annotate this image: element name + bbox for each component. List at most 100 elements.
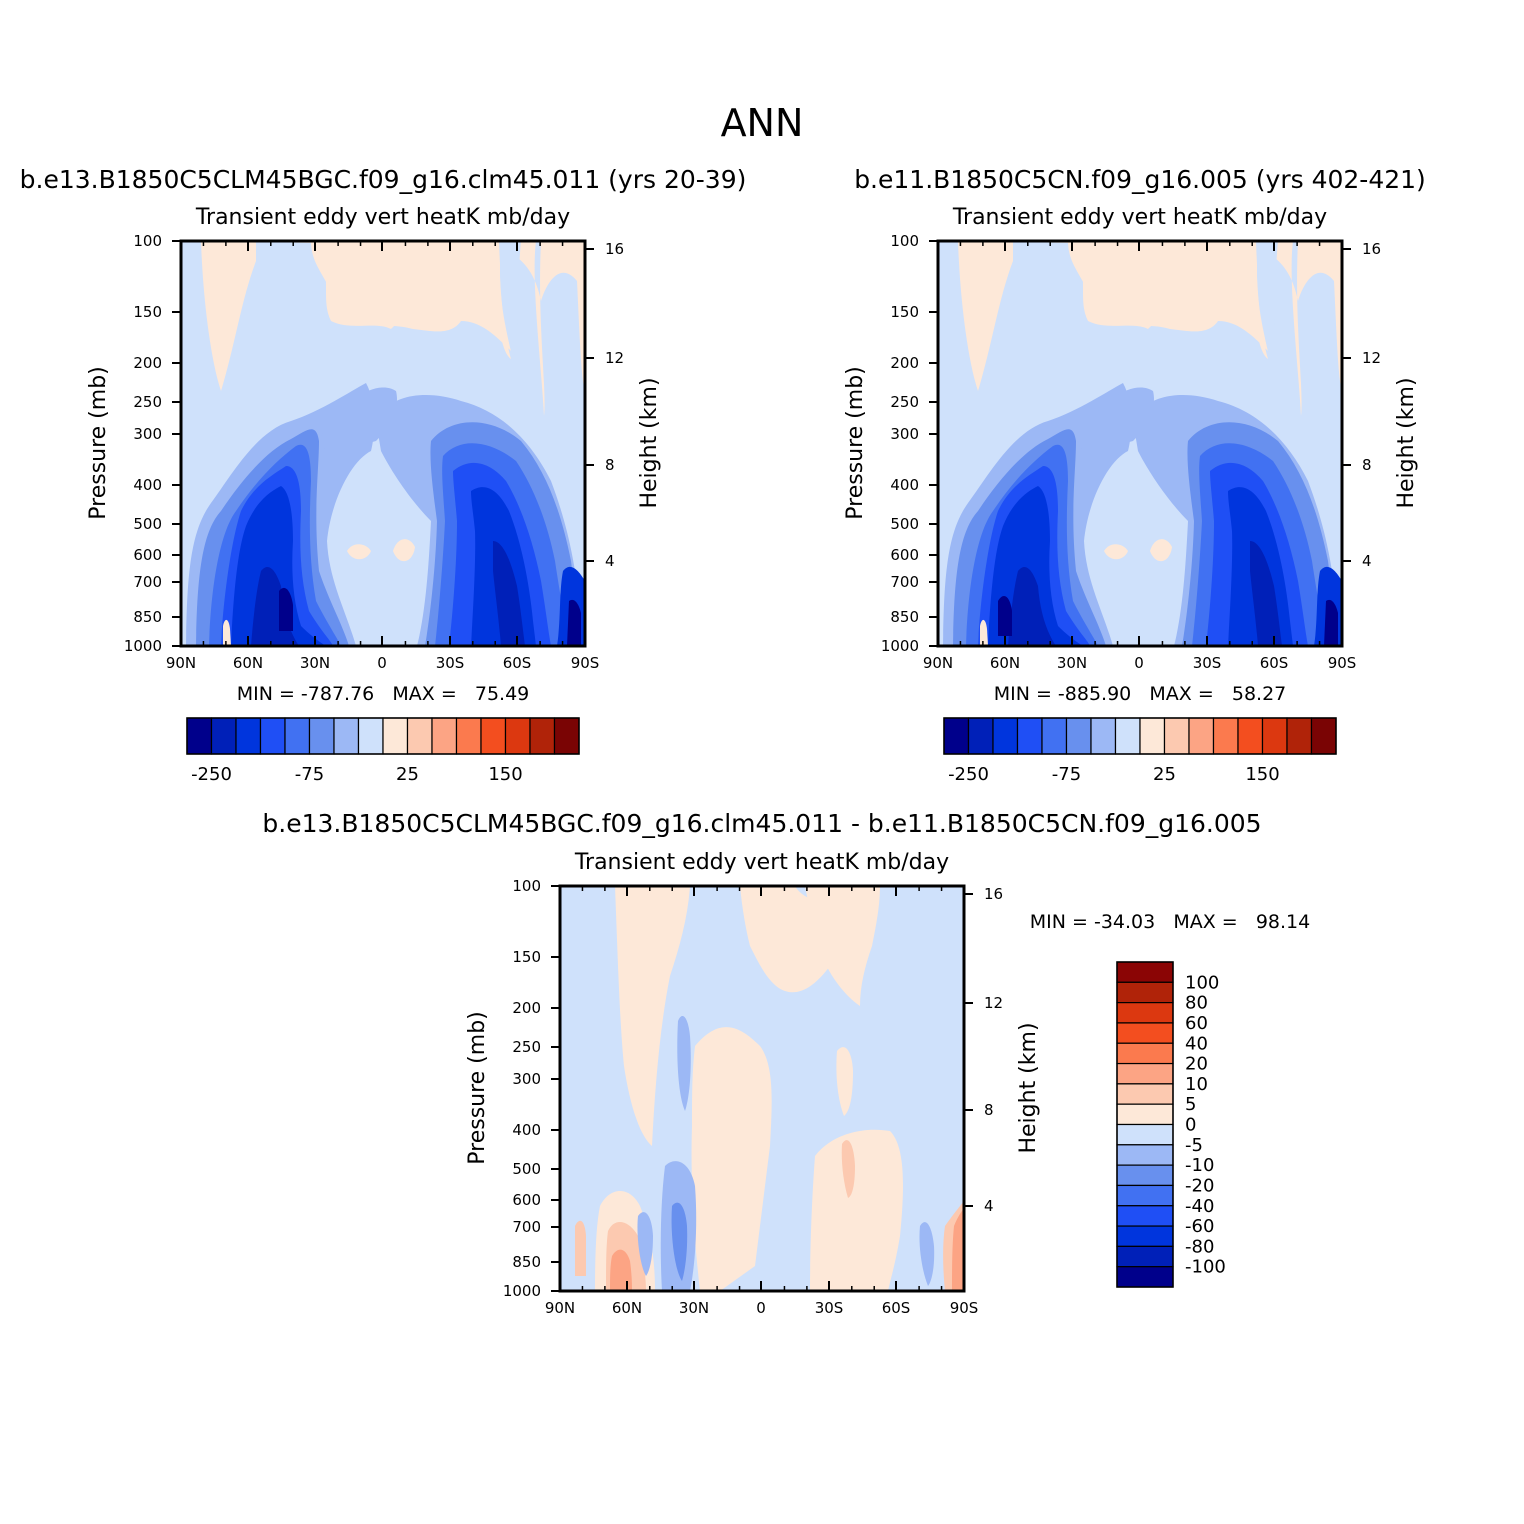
x-tick-label: 90S [1328,654,1357,672]
band-subtropical [1078,387,1154,471]
y-tick-label: 850 [512,1253,541,1271]
y-tick-label: 300 [890,425,919,443]
colorbar-label: 25 [1153,764,1176,785]
band-nh-surface-positive [223,619,231,646]
colorbar-box [235,717,262,755]
y-tick-label: 150 [890,303,919,321]
panel-left: b.e13.B1850C5CLM45BGC.f09_g16.clm45.011 … [20,165,747,785]
colorbar-box [553,717,580,755]
x-tick-label: 30S [1193,654,1222,672]
y-right-tick-label: 8 [1362,456,1372,474]
colorbar-label: -250 [191,764,232,785]
y-tick-label: 1000 [503,1282,541,1300]
x-tick-label: 90S [571,654,600,672]
y-tick-label: 700 [133,573,162,591]
colorbar-box [308,717,335,755]
colorbar-label: 25 [396,764,419,785]
colorbar-box [1116,1205,1174,1227]
y-tick-label: 100 [890,232,919,250]
y-tick-label: 150 [133,303,162,321]
y-right-tick-label: 4 [605,552,615,570]
x-tick-label: 60S [1260,654,1289,672]
colorbar-box [1310,717,1337,755]
colorbar-box [357,717,384,755]
band-nh-storm-track-4 [231,486,326,646]
colorbar-box [431,717,458,755]
ylabel-left: Pressure (mb) [86,366,111,520]
band-upper-positive-nh [201,241,256,391]
band-diff-positive-nh-low-3 [610,1249,632,1291]
colorbar-box [1212,717,1239,755]
colorbar-box [406,717,433,755]
colorbar-label: 80 [1185,993,1208,1014]
y-right-tick-label: 4 [1362,552,1372,570]
ylabel-right-diff: Height (km) [1016,1022,1041,1153]
y-right-tick-label: 16 [605,240,624,258]
x-tick-label: 90N [923,654,953,672]
y-tick-label: 300 [512,1070,541,1088]
x-tick-label: 60N [612,1299,642,1317]
colorbar-label: -10 [1185,1155,1214,1176]
colorbar-box [1237,717,1264,755]
colorbar-box [1114,717,1141,755]
band-upper-positive-mid [311,241,511,351]
x-tick-label: 60S [503,654,532,672]
band-diff-positive-sh-low [810,1129,903,1291]
colorbar-label: 60 [1185,1013,1208,1034]
colorbar-box [1116,1042,1174,1065]
colorbar-label: -250 [948,764,989,785]
band-sh-polar-light [1256,241,1278,361]
y-tick-label: 400 [512,1121,541,1139]
band-sh-storm-track-5 [1250,541,1282,646]
y-tick-label: 500 [890,515,919,533]
case-title-left: b.e13.B1850C5CLM45BGC.f09_g16.clm45.011 … [20,165,747,194]
colorbar-label: 100 [1185,972,1219,993]
contour-shapes-diff [560,886,964,1291]
y-right-tick-label: 4 [984,1197,994,1215]
band-nh-surface-positive [980,619,988,646]
colorbar-box [1261,717,1288,755]
band-sh-polar-light [499,241,521,361]
band-upper-positive-nh [958,241,1013,391]
band-tropical-positive-1 [347,544,371,560]
colorbar-box [1116,1062,1174,1085]
colorbar-box [1116,1245,1174,1268]
var-title-left: Transient eddy vert heatK mb/day [195,205,570,230]
x-tick-label: 90N [166,654,196,672]
band-upper-positive-mid [1068,241,1268,351]
colorbar-box [1116,1083,1174,1105]
colorbar-box [529,717,556,755]
case-title-diff: b.e13.B1850C5CLM45BGC.f09_g16.clm45.011 … [262,809,1261,838]
colorbar-box [1163,717,1190,755]
band-diff-positive-sh-mid [836,1047,853,1116]
colorbar-box [1116,1266,1174,1288]
axis-ticks-left: 90N 60N 30N 0 30S 60S 90S 100 150 200 250 300 400 500… [124,232,624,672]
y-tick-label: 500 [512,1160,541,1178]
y-tick-label: 700 [512,1218,541,1236]
band-tropical-positive-2 [393,539,415,562]
minmax-diff: MIN = -34.03 MAX = 98.14 [1030,911,1310,933]
band-diff-negative-nh-low-3 [637,1212,653,1276]
band-diff-positive-nh-upper [615,886,690,1146]
colorbar-label: -60 [1185,1216,1214,1237]
contour-field-right [938,241,1342,646]
ylabel-right: Pressure (mb) [843,366,868,520]
y-right-tick-label: 12 [984,994,1003,1012]
y-tick-label: 1000 [124,637,162,655]
y-tick-label: 150 [512,948,541,966]
y-tick-label: 250 [890,393,919,411]
band-tropical-positive-2 [1150,539,1172,562]
y-tick-label: 850 [890,608,919,626]
x-tick-label: 60N [233,654,263,672]
contour-field-diff [560,886,964,1291]
contour-shapes-left [181,241,585,646]
colorbar-label: 40 [1185,1033,1208,1054]
figure-title: ANN [721,101,804,145]
colorbar-frame [943,717,1337,755]
colorbar-box [333,717,360,755]
colorbar-label: 0 [1185,1115,1196,1136]
panel-right: b.e11.B1850C5CN.f09_g16.005 (yrs 402-421… [843,165,1426,785]
y-tick-label: 500 [133,515,162,533]
colorbar-box [1065,717,1092,755]
colorbar-box [967,717,994,755]
